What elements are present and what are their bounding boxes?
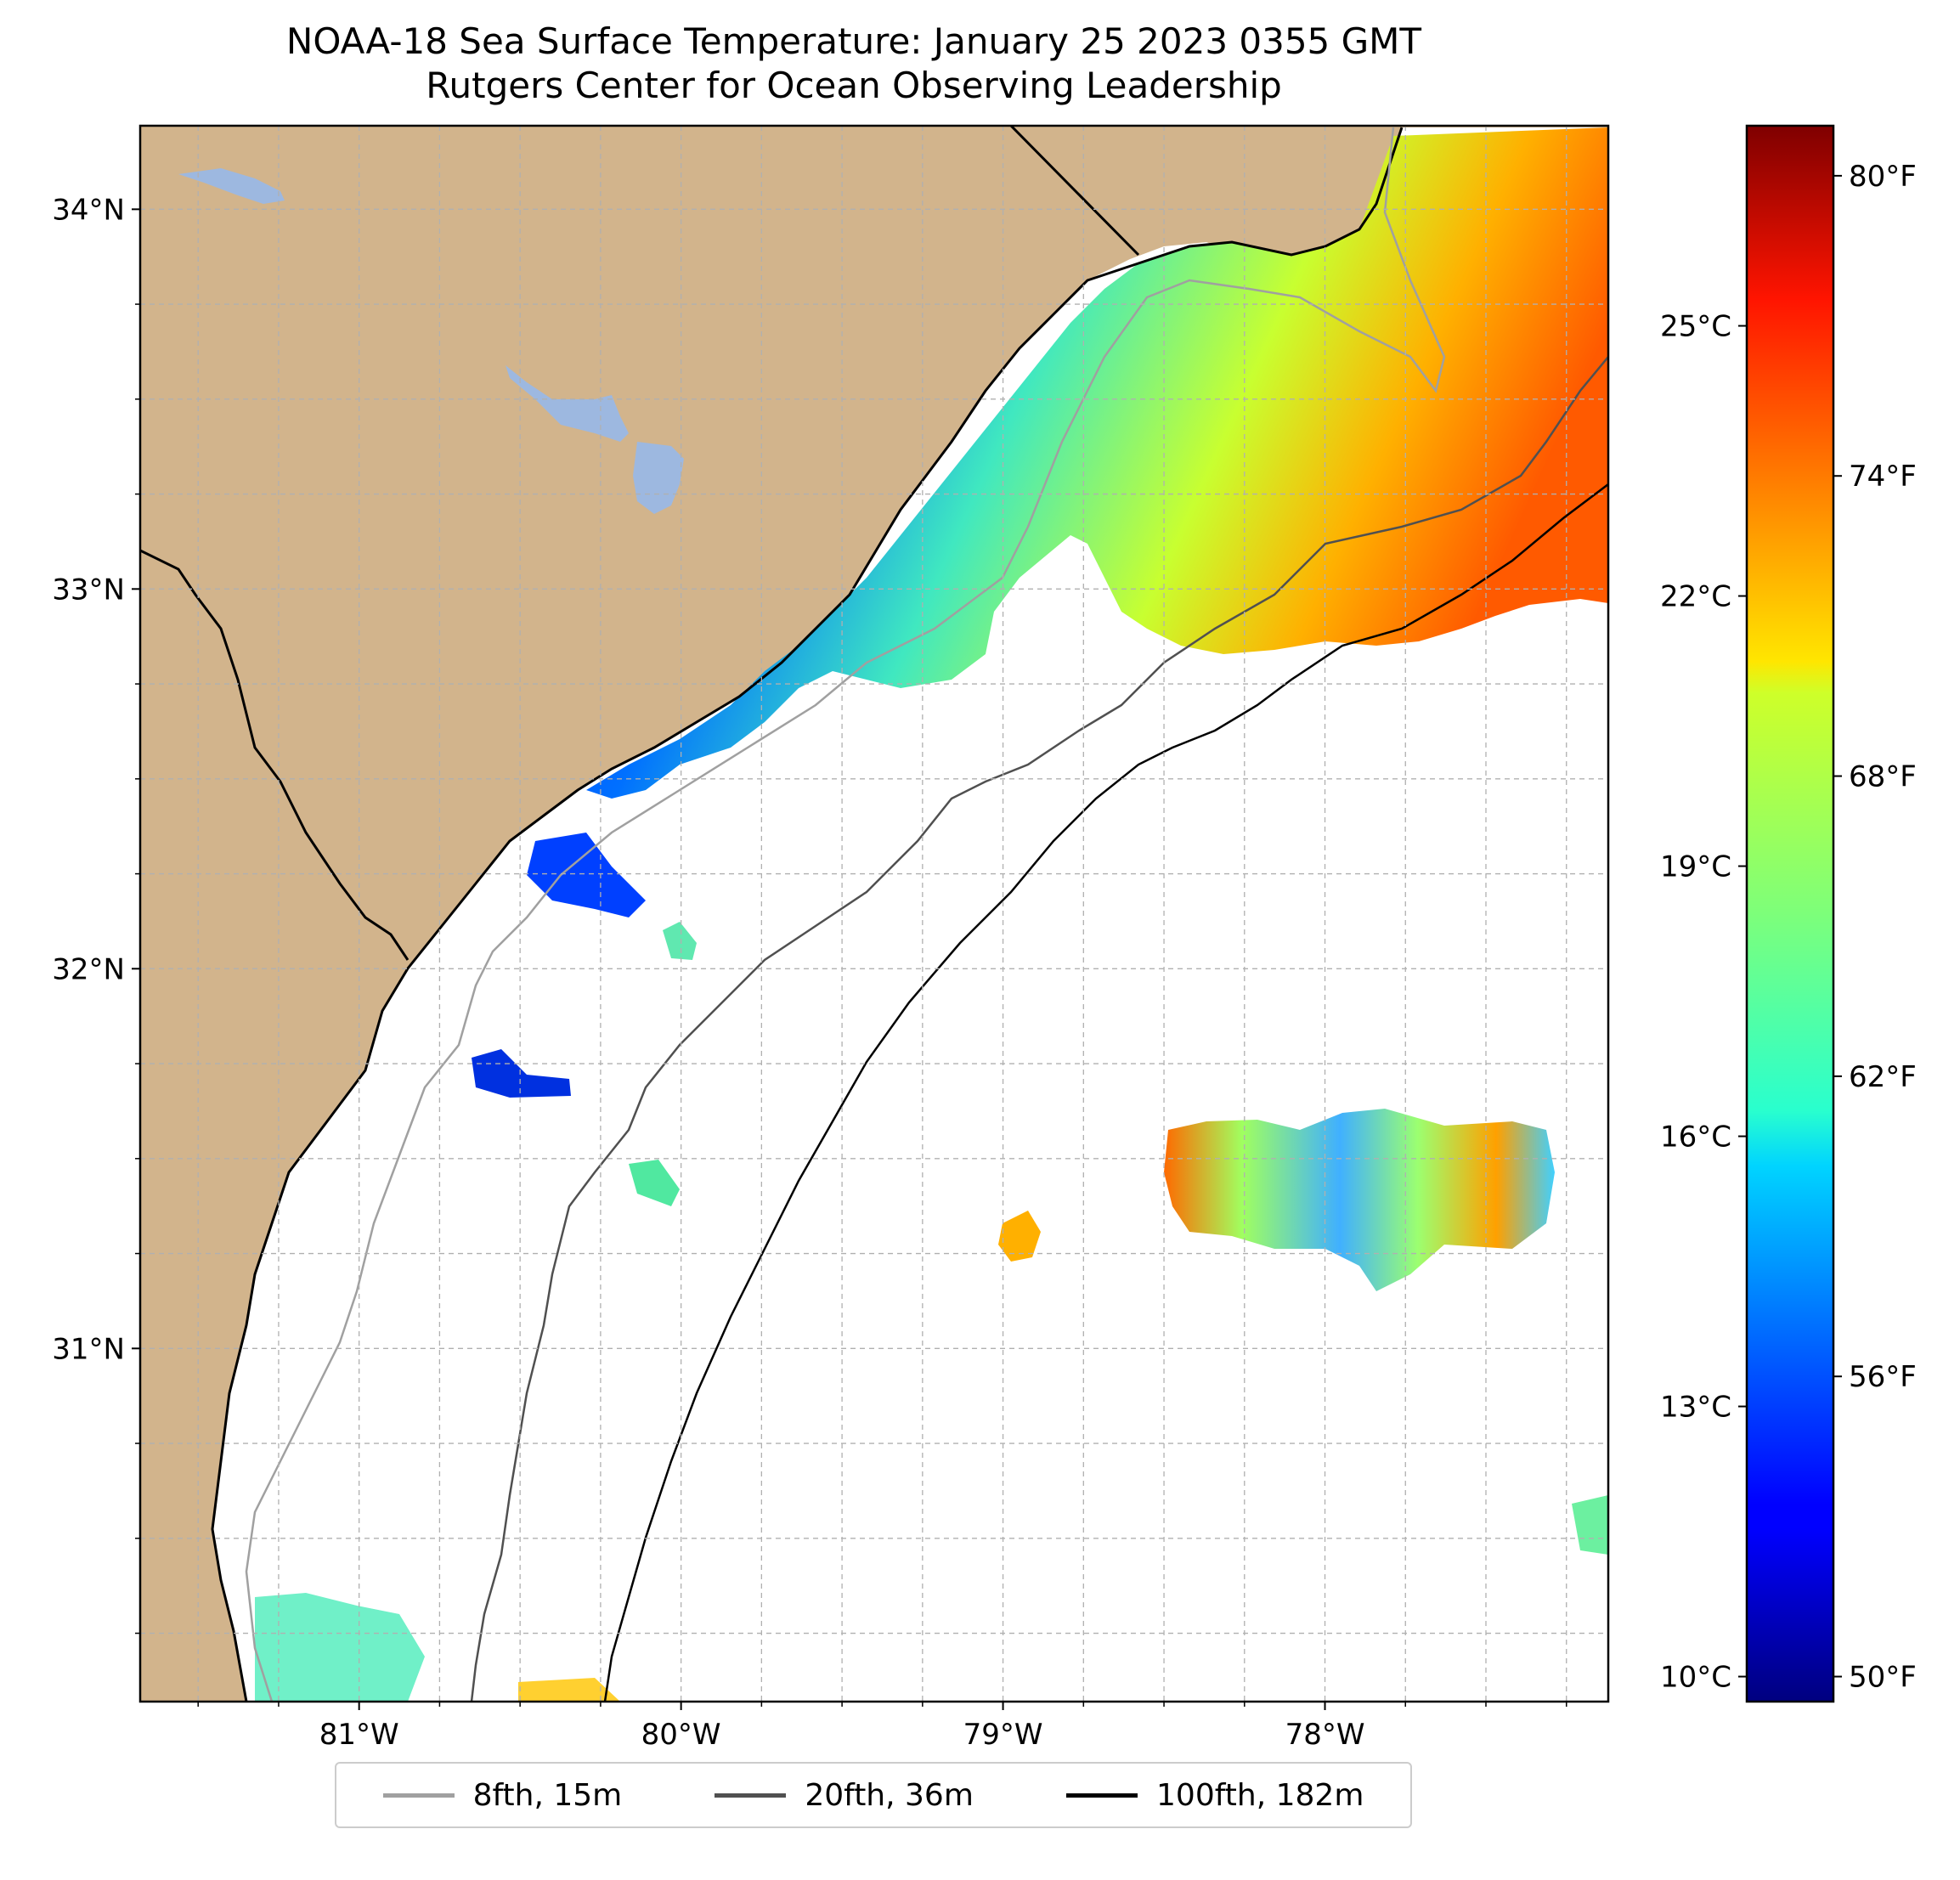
isobath-8fth	[245, 127, 1446, 1702]
sst-patch-small	[1572, 1495, 1608, 1555]
sst-patch-small	[518, 1678, 620, 1702]
lat-tick-label: 33°N	[52, 573, 125, 607]
sst-patch-small	[663, 922, 697, 960]
map-frame	[138, 124, 1610, 1703]
colorbar-c-label: 22°C	[1660, 580, 1731, 614]
lat-tick-label: 34°N	[52, 193, 125, 227]
legend-label: 100fth, 182m	[1156, 1777, 1364, 1813]
gridlines	[140, 126, 1608, 1702]
map-ticks: 34°N 33°N 32°N 31°N 81°W 80°W 79°W 78°W	[52, 193, 1567, 1752]
sst-patch-small	[998, 1211, 1041, 1262]
colorbar-f-label: 74°F	[1849, 460, 1917, 494]
isobath-100fth	[603, 483, 1608, 1702]
colorbar-f-label: 56°F	[1849, 1360, 1917, 1394]
colorbar-c-label: 19°C	[1660, 850, 1731, 884]
colorbar-f-label: 68°F	[1849, 760, 1917, 794]
lake-shape	[178, 168, 285, 204]
figure-title: NOAA-18 Sea Surface Temperature: January…	[285, 20, 1422, 62]
legend-swatch	[715, 1792, 787, 1798]
colorbar-ticks: 80°F 74°F 68°F 62°F 56°F 50°F 25°C 22°C 19°C 16°C…	[1660, 160, 1917, 1695]
colorbar-c-label: 10°C	[1660, 1661, 1731, 1695]
colorbar-f-label: 50°F	[1849, 1661, 1917, 1695]
lake-shape	[633, 442, 684, 514]
lat-tick-label: 31°N	[52, 1332, 125, 1366]
lat-tick-label: 32°N	[52, 952, 125, 986]
lon-tick-label: 79°W	[963, 1718, 1043, 1752]
state-border	[140, 549, 410, 961]
sst-patch-cold	[472, 1049, 571, 1098]
legend-item-20fth: 20fth, 36m	[715, 1778, 974, 1813]
colorbar	[1745, 124, 1835, 1703]
lon-tick-label: 81°W	[319, 1718, 399, 1752]
coastline	[211, 127, 1404, 1702]
sst-patch-small	[629, 1160, 680, 1206]
legend-label: 8fth, 15m	[472, 1777, 623, 1813]
lon-tick-label: 80°W	[641, 1718, 721, 1752]
isobath-legend: 8fth, 15m 20fth, 36m 100fth, 182m	[335, 1762, 1412, 1828]
legend-label: 20fth, 36m	[805, 1777, 974, 1813]
sst-patch-warm-band	[1164, 1109, 1555, 1291]
state-border	[1009, 126, 1140, 257]
legend-swatch	[382, 1792, 455, 1798]
colorbar-f-label: 80°F	[1849, 160, 1917, 194]
colorbar-f-label: 62°F	[1849, 1060, 1917, 1094]
colorbar-c-label: 16°C	[1660, 1121, 1731, 1155]
lake-shape	[506, 365, 629, 442]
legend-item-100fth: 100fth, 182m	[1066, 1778, 1364, 1813]
sst-patch-cold	[527, 833, 646, 917]
legend-swatch	[1066, 1792, 1138, 1798]
land-area	[140, 126, 1608, 1702]
figure-subtitle: Rutgers Center for Ocean Observing Leade…	[426, 65, 1282, 106]
sst-patch-southwest	[255, 1593, 425, 1702]
map-panel	[140, 126, 1608, 1702]
colorbar-c-label: 25°C	[1660, 310, 1731, 344]
lon-tick-label: 78°W	[1285, 1718, 1365, 1752]
isobath-20fth	[470, 356, 1608, 1702]
legend-item-8fth: 8fth, 15m	[382, 1777, 623, 1813]
colorbar-c-label: 13°C	[1660, 1391, 1731, 1425]
